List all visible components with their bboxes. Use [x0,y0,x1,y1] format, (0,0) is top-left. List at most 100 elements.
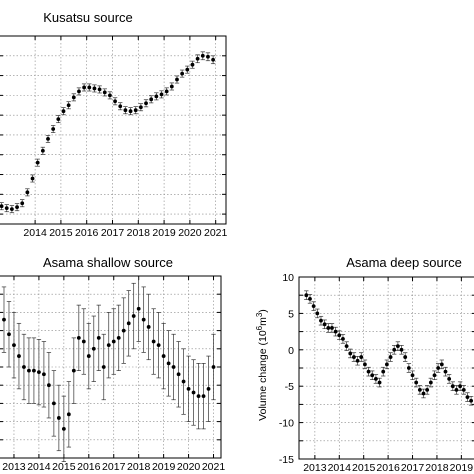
asama-shallow-data-point [91,346,96,351]
asama-shallow-data-point [22,365,26,369]
asama-deep-data-point [465,395,470,400]
kusatsu-x-tick-label: 2018 [127,227,151,239]
asama-deep-data-point [333,329,338,334]
kusatsu-data-point [35,160,40,165]
asama-shallow-data-point [32,368,36,373]
asama-deep-data-point [355,358,360,363]
asama-shallow-x-tick-label: 2021 [202,461,226,473]
asama-shallow-data-point [156,343,161,348]
kusatsu-data-point [133,108,138,113]
asama-shallow-data-point [171,365,176,369]
asama-shallow-data-point [12,343,16,348]
kusatsu-data-point [118,104,123,109]
asama-shallow-data-point [7,332,11,337]
asama-deep-data-point [348,351,353,356]
asama-shallow-data-point [151,339,156,344]
asama-deep-y-tick-label: 5 [288,308,294,320]
kusatsu-frame [0,35,227,225]
asama-shallow-data-point [191,390,196,395]
kusatsu-data-point [77,89,81,94]
asama-deep-y-tick-label: -5 [285,381,294,393]
asama-deep-data-point [443,369,448,374]
kusatsu-x-tick-label: 2019 [152,227,176,239]
asama-shallow-data-point [2,317,6,322]
asama-deep-x-tick-label: 2014 [328,462,352,474]
kusatsu-x-tick-label: 2017 [101,227,125,239]
asama-shallow-data-point [181,379,186,384]
asama-shallow-data-point [76,335,81,340]
kusatsu-x-tick-label: 2016 [75,227,99,239]
asama-deep-data-point [388,355,393,359]
y-axis-label: Volume change (106m3) [255,309,269,421]
asama-shallow-data-point [146,325,151,329]
asama-shallow-data-point [51,401,56,406]
asama-deep-data-point [406,366,411,370]
asama-deep-data-point [308,296,312,301]
kusatsu-data-point [175,77,179,82]
asama-shallow-x-tick-label: 2013 [2,461,26,473]
asama-deep-y-tick-label: -15 [279,454,294,466]
asama-deep-data-point [410,373,415,378]
kusatsu-data-point [211,57,216,62]
kusatsu-x-tick-label: 2015 [49,227,73,239]
kusatsu-data-point [71,95,76,100]
asama-deep-data-point [399,347,404,352]
asama-deep-y-tick-label: 10 [282,272,294,284]
asama-deep-data-point [447,377,452,381]
asama-shallow-data-point [101,365,106,369]
kusatsu-data-point [20,201,25,206]
kusatsu-data-point [0,204,4,209]
asama-shallow-data-point [196,394,201,399]
asama-deep-data-point [421,391,426,396]
asama-deep-data-point [315,311,320,316]
kusatsu-data-point [30,176,35,181]
asama-shallow-data-point [56,416,61,420]
asama-deep-data-point [370,373,375,378]
asama-shallow-data-point [141,317,146,322]
kusatsu-x-tick-label: 2014 [23,227,47,239]
asama-deep-frame [298,276,474,460]
asama-shallow-data-point [121,328,126,333]
asama-deep-data-point [436,366,441,370]
kusatsu-data-point [149,97,154,102]
asama-shallow-data-point [106,343,111,348]
asama-deep-data-point [384,362,389,367]
asama-deep-data-point [403,355,408,359]
kusatsu-data-point [97,87,102,92]
asama-shallow-data-point [46,383,51,388]
asama-deep-data-point [450,384,455,389]
asama-shallow-data-point [161,354,166,358]
kusatsu-data-point [61,109,66,114]
kusatsu-data-point [138,105,143,110]
asama-deep-data-point [341,336,345,341]
kusatsu-data-point [154,94,159,99]
asama-shallow-data-point [27,368,31,373]
asama-deep-data-point [469,398,474,403]
kusatsu-data-point [56,117,61,122]
asama-shallow-data-point [136,306,141,311]
kusatsu-x-tick-label: 2021 [204,227,228,239]
asama-shallow-x-tick-label: 2015 [52,461,76,473]
asama-shallow-data-point [211,365,216,369]
asama-deep-data-point [458,384,463,389]
kusatsu-data-point [164,89,169,94]
kusatsu-data-point [102,90,107,95]
asama-deep-data-point [395,344,400,349]
asama-shallow-data-point [201,394,206,399]
asama-shallow-title: Asama shallow source [43,255,173,270]
asama-deep-data-point [377,380,382,385]
kusatsu-data-point [123,108,128,113]
asama-shallow-data-point [37,370,41,374]
asama-shallow-data-point [71,368,76,373]
asama-deep-data-point [454,387,459,392]
kusatsu-data-point [46,137,50,141]
asama-shallow-data-point [176,372,181,377]
kusatsu-data-point [206,54,210,59]
asama-shallow-data-point [166,361,171,366]
asama-shallow-x-tick-label: 2016 [77,461,101,473]
asama-shallow-x-tick-label: 2019 [152,461,176,473]
asama-shallow-x-tick-label: 2018 [127,461,151,473]
kusatsu-data-point [9,207,14,212]
asama-deep-x-tick-label: 2015 [352,462,376,474]
asama-shallow-x-tick-label: 2017 [102,461,126,473]
